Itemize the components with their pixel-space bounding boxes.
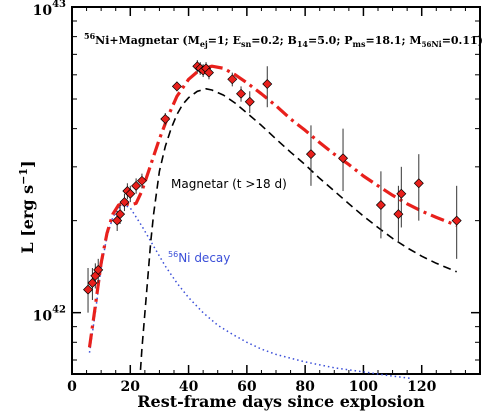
data-point: [125, 188, 136, 199]
points-layer: [83, 60, 462, 313]
data-point: [305, 149, 316, 160]
curves-layer: [87, 64, 458, 380]
x-tick-label: 120: [407, 379, 436, 395]
x-tick-label: 40: [179, 379, 199, 395]
legend-mni-sub2: Ni: [431, 39, 441, 49]
legend-e-sub: sn: [241, 39, 252, 49]
data-point: [93, 264, 104, 275]
data-point: [83, 284, 94, 295]
data-point: [338, 153, 349, 164]
y-axis-label-end: ]: [18, 160, 37, 168]
data-point: [115, 209, 126, 220]
x-tick-label: 60: [237, 379, 257, 395]
legend-m-sub: ej: [200, 39, 208, 49]
ni-decay-curve: [88, 204, 411, 380]
legend-b-val: =5.0;: [308, 34, 344, 47]
magnetar-curve: [139, 88, 458, 370]
legend-prefix: Ni+Magnetar (: [95, 34, 187, 47]
legend-model-text: 56Ni+Magnetar (Mej=1; Esn=0.2; B14=5.0; …: [84, 31, 483, 49]
y-tick-label: 1043: [33, 0, 66, 19]
ni-decay-annotation: 56Ni decay: [168, 250, 230, 265]
data-point: [396, 188, 407, 199]
legend-p-val: =18.1;: [365, 34, 409, 47]
x-tick-label: 80: [295, 379, 315, 395]
data-point: [131, 180, 142, 191]
data-point: [119, 197, 130, 208]
legend-e-label: E: [233, 34, 241, 47]
legend-e-val: =0.2;: [251, 34, 287, 47]
data-point: [451, 215, 462, 226]
x-tick-label: 0: [67, 379, 77, 395]
legend-p-label: P: [344, 34, 352, 47]
data-point: [375, 200, 386, 211]
data-point: [262, 78, 273, 89]
x-tick-label: 20: [121, 379, 141, 395]
data-point: [160, 114, 171, 125]
y-tick-base: 10: [33, 309, 53, 325]
y-tick-exponent: 43: [52, 0, 66, 10]
data-point: [87, 278, 98, 289]
y-tick-exponent: 42: [52, 305, 66, 316]
ni-decay-label: Ni decay: [178, 251, 230, 265]
y-axis-label: L [erg s−1]: [17, 160, 37, 253]
total-model-curve: [87, 64, 458, 348]
legend-m-val: =1;: [208, 34, 233, 47]
data-point: [244, 96, 255, 107]
legend-m-label: M: [188, 34, 200, 47]
x-tick-label: 100: [349, 379, 378, 395]
legend-b-sub: 14: [297, 39, 309, 49]
legend-p-sub: ms: [353, 39, 366, 49]
data-point: [236, 88, 247, 99]
magnetar-annotation: Magnetar (t >18 d): [171, 177, 287, 191]
data-point: [171, 81, 182, 92]
x-axis-label: Rest-frame days since explosion: [137, 392, 425, 411]
text-layer: 56Ni+Magnetar (Mej=1; Esn=0.2; B14=5.0; …: [17, 31, 483, 411]
legend-b-label: B: [288, 34, 297, 47]
data-point: [136, 175, 147, 186]
data-point: [227, 74, 238, 85]
y-tick-label: 1042: [33, 305, 66, 325]
legend-mni-label: M: [409, 34, 421, 47]
y-tick-base: 10: [33, 3, 53, 19]
data-point: [393, 209, 404, 220]
legend-prefix-sup: 56: [84, 31, 96, 41]
ni-decay-sup: 56: [168, 250, 178, 259]
data-point: [203, 67, 214, 78]
legend-mni-val: =0.11): [442, 34, 483, 47]
y-axis-label-main: L [erg s: [18, 185, 37, 254]
data-point: [413, 178, 424, 189]
y-axis-label-sup: −1: [17, 168, 30, 185]
legend-mni-sub: 56: [422, 40, 432, 49]
